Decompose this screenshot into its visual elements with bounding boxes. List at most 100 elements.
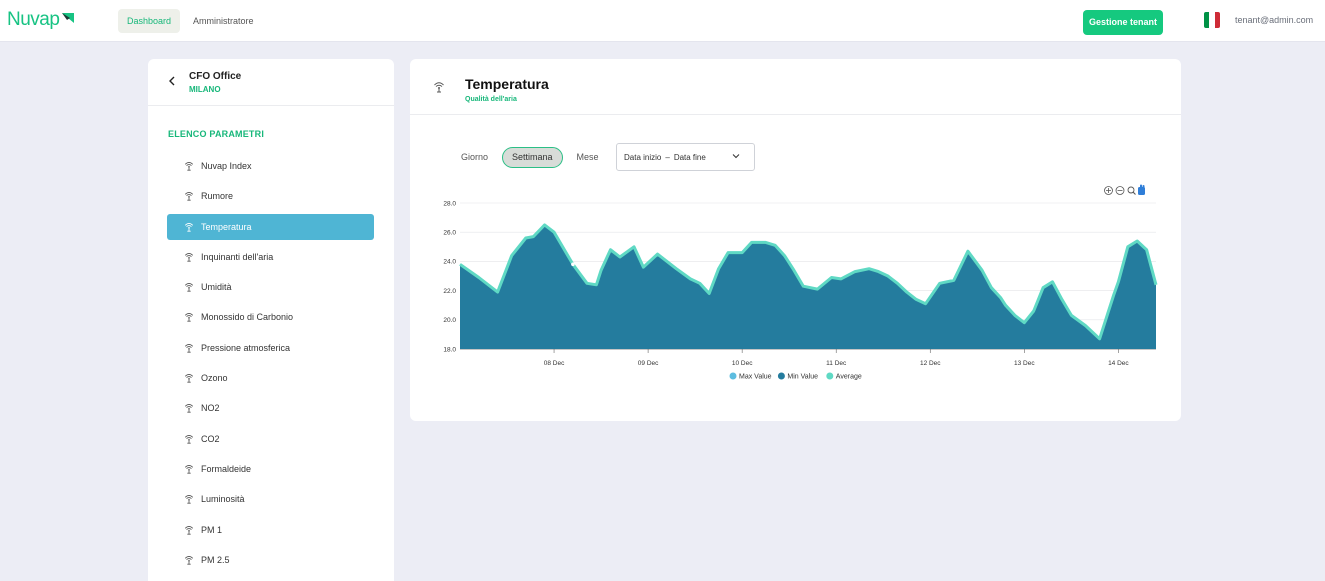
param-label: Ozono xyxy=(201,373,228,384)
x-tick-label: 13 Dec xyxy=(1014,360,1035,367)
chart-card: Temperatura Qualità dell'aria Giorno Set… xyxy=(410,59,1181,421)
param-label: Formaldeide xyxy=(201,463,252,474)
nav-amministratore[interactable]: Amministratore xyxy=(193,16,254,26)
user-email[interactable]: tenant@admin.com xyxy=(1235,15,1314,25)
date-range-picker[interactable]: Data inizio – Data fine xyxy=(616,143,755,171)
param-item[interactable]: Nuvap Index xyxy=(167,153,374,179)
chart-toolbar xyxy=(1104,184,1145,196)
param-label: Inquinanti dell'aria xyxy=(201,251,274,262)
param-label: Luminosità xyxy=(201,494,245,505)
sensor-signal-icon xyxy=(184,465,194,474)
nuvap-logo[interactable]: Nuvap xyxy=(7,9,75,31)
x-tick-label: 10 Dec xyxy=(732,360,753,367)
sensor-signal-icon xyxy=(184,525,194,535)
legend-marker[interactable] xyxy=(777,372,785,380)
tab-mese[interactable]: Mese xyxy=(576,152,599,162)
logo-arrow-icon xyxy=(62,12,75,23)
legend-label[interactable]: Min Value xyxy=(787,374,818,381)
date-separator: – xyxy=(665,152,670,162)
param-label: Pressione atmosferica xyxy=(201,342,291,353)
param-item[interactable]: Rumore xyxy=(167,183,374,209)
temperature-chart: 28.0 26.0 24.0 22.0 20.0 18.0 08 Dec 09 Dec 10 … xyxy=(443,184,1158,381)
param-item[interactable]: Monossido di Carbonio xyxy=(167,304,374,330)
office-city: MILANO xyxy=(189,85,221,94)
sensor-signal-icon xyxy=(184,222,194,232)
x-tick-label: 09 Dec xyxy=(638,360,659,367)
param-label: Rumore xyxy=(201,191,234,202)
param-item[interactable]: Pressione atmosferica xyxy=(167,335,374,361)
x-tick-label: 12 Dec xyxy=(920,360,941,367)
param-label: Temperatura xyxy=(201,221,252,232)
param-item[interactable]: Ozono xyxy=(167,365,374,391)
nav-dashboard[interactable]: Dashboard xyxy=(118,9,181,33)
param-item[interactable]: Umidità xyxy=(167,274,374,300)
sensor-signal-icon xyxy=(184,404,194,413)
logo-text: Nuvap xyxy=(7,9,60,30)
average-line xyxy=(459,223,1158,341)
legend-label[interactable]: Average xyxy=(836,374,862,381)
x-tick-label: 08 Dec xyxy=(544,360,565,367)
card-header: Temperatura Qualità dell'aria xyxy=(410,59,1181,115)
param-label: PM 1 xyxy=(201,524,223,535)
sensor-signal-icon xyxy=(184,252,194,262)
tab-giorno[interactable]: Giorno xyxy=(461,152,489,162)
sensor-signal-icon xyxy=(184,555,194,565)
param-item[interactable]: Formaldeide xyxy=(167,456,374,482)
zoom-out-icon[interactable] xyxy=(1115,186,1125,195)
param-item[interactable]: NO2 xyxy=(167,395,374,421)
chevron-down-icon xyxy=(732,154,740,159)
period-tabs: Giorno Settimana Mese xyxy=(457,147,603,168)
main-nav: Dashboard Amministratore xyxy=(118,9,267,33)
legend-marker[interactable] xyxy=(826,372,834,380)
office-name: CFO Office xyxy=(189,71,242,82)
office-header: CFO Office MILANO xyxy=(148,59,394,106)
param-item[interactable]: Temperatura xyxy=(167,213,374,240)
card-title: Temperatura xyxy=(465,76,549,92)
param-item[interactable]: PM 2.5 xyxy=(167,547,374,573)
pan-hand-icon[interactable] xyxy=(1138,184,1145,196)
param-item[interactable]: PM 1 xyxy=(167,517,374,543)
param-label: Nuvap Index xyxy=(201,161,252,171)
sensor-signal-icon xyxy=(184,343,194,353)
param-item[interactable]: Inquinanti dell'aria xyxy=(167,244,374,270)
parameter-list: Nuvap Index Rumore Temperatura Inquinanti d… xyxy=(167,153,374,577)
card-subtitle: Qualità dell'aria xyxy=(465,96,517,103)
back-chevron-icon[interactable] xyxy=(167,73,177,89)
param-label: CO2 xyxy=(201,433,220,444)
tab-settimana[interactable]: Settimana xyxy=(502,147,563,168)
sensor-signal-icon xyxy=(184,374,194,383)
date-end-placeholder: Data fine xyxy=(673,152,706,162)
sensor-signal-icon xyxy=(184,283,194,292)
param-label: Umidità xyxy=(201,282,232,293)
legend-label[interactable]: Max Value xyxy=(739,374,772,381)
sensor-signal-icon xyxy=(184,495,194,504)
sensor-signal-icon xyxy=(184,434,194,444)
magnifier-icon[interactable] xyxy=(1127,186,1136,195)
parameters-sidebar: CFO Office MILANO ELENCO PARAMETRI Nuvap… xyxy=(148,59,394,581)
sensor-signal-icon xyxy=(184,162,194,171)
y-tick-label: 24.0 xyxy=(443,259,456,266)
param-label: Monossido di Carbonio xyxy=(201,312,294,323)
y-tick-label: 22.0 xyxy=(443,288,456,295)
sensor-signal-icon xyxy=(184,192,194,201)
param-item[interactable]: Luminosità xyxy=(167,486,374,512)
min-value-area xyxy=(460,224,1156,349)
param-label: PM 2.5 xyxy=(201,554,230,565)
date-start-placeholder: Data inizio xyxy=(624,152,662,162)
x-tick-label: 11 Dec xyxy=(826,360,847,367)
param-item[interactable]: CO2 xyxy=(167,426,374,452)
legend-marker[interactable] xyxy=(729,372,737,380)
x-tick-label: 14 Dec xyxy=(1108,360,1129,367)
section-title: ELENCO PARAMETRI xyxy=(168,129,265,139)
y-tick-label: 20.0 xyxy=(443,317,456,324)
series-marker xyxy=(571,262,575,267)
top-navbar: Nuvap Dashboard Amministratore Gestione … xyxy=(0,0,1325,42)
chart-legend: Max Value Min Value Average xyxy=(729,372,862,381)
italy-flag-icon[interactable] xyxy=(1204,12,1220,28)
y-tick-label: 28.0 xyxy=(443,200,456,207)
zoom-in-icon[interactable] xyxy=(1104,186,1113,195)
gestione-tenant-button[interactable]: Gestione tenant xyxy=(1083,10,1163,35)
y-tick-label: 18.0 xyxy=(443,346,456,353)
sensor-signal-icon xyxy=(184,313,194,323)
param-label: NO2 xyxy=(201,403,220,414)
